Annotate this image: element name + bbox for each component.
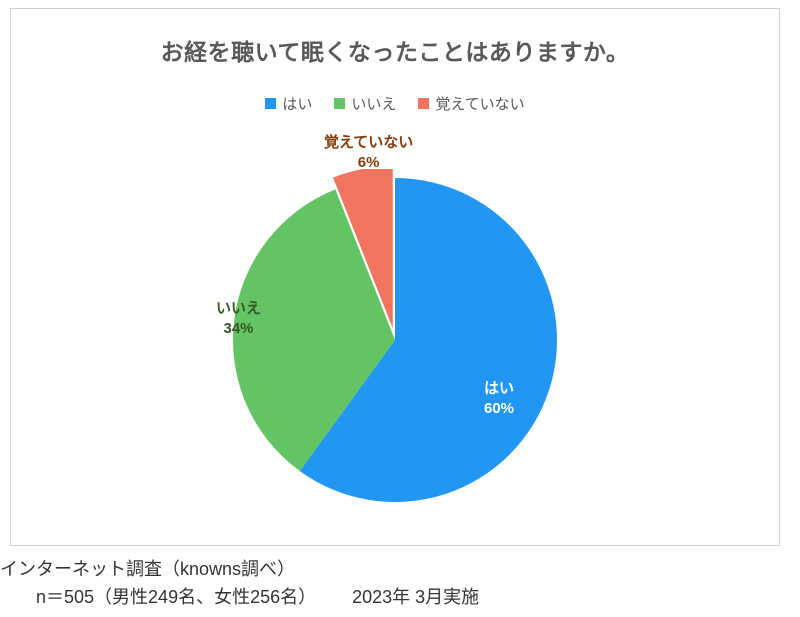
slice-name: はい [484,379,514,399]
legend-item: はい [265,93,312,114]
legend-label: はい [282,93,312,114]
legend-item: 覚えていない [418,93,524,114]
legend-swatch [418,98,429,109]
slice-label-dontremember: 覚えていない 6% [324,133,413,174]
footer-line1: インターネット調査（knowns調べ） [0,556,479,584]
footer-date: 2023年 3月実施 [352,587,479,607]
slice-pct: 60% [484,399,514,419]
chart-container: お経を聴いて眠くなったことはありますか。 はい いいえ 覚えていない はい 60… [10,8,780,546]
footer-line2: n＝505（男性249名、女性256名） 2023年 3月実施 [0,584,479,612]
slice-pct: 6% [324,153,413,173]
legend-swatch [334,98,345,109]
chart-title: お経を聴いて眠くなったことはありますか。 [11,9,779,67]
slice-label-no: いいえ 34% [216,299,261,340]
slice-name: 覚えていない [324,133,413,153]
pie-chart: はい 60% いいえ 34% 覚えていない 6% [224,169,566,511]
slice-name: いいえ [216,299,261,319]
legend: はい いいえ 覚えていない [11,93,779,114]
legend-item: いいえ [334,93,396,114]
footer-sample: n＝505（男性249名、女性256名） [36,587,316,607]
legend-label: いいえ [351,93,396,114]
legend-label: 覚えていない [435,93,524,114]
pie-svg [224,169,566,511]
slice-pct: 34% [216,319,261,339]
footer-text: インターネット調査（knowns調べ） n＝505（男性249名、女性256名）… [0,556,479,612]
slice-label-yes: はい 60% [484,379,514,420]
legend-swatch [265,98,276,109]
